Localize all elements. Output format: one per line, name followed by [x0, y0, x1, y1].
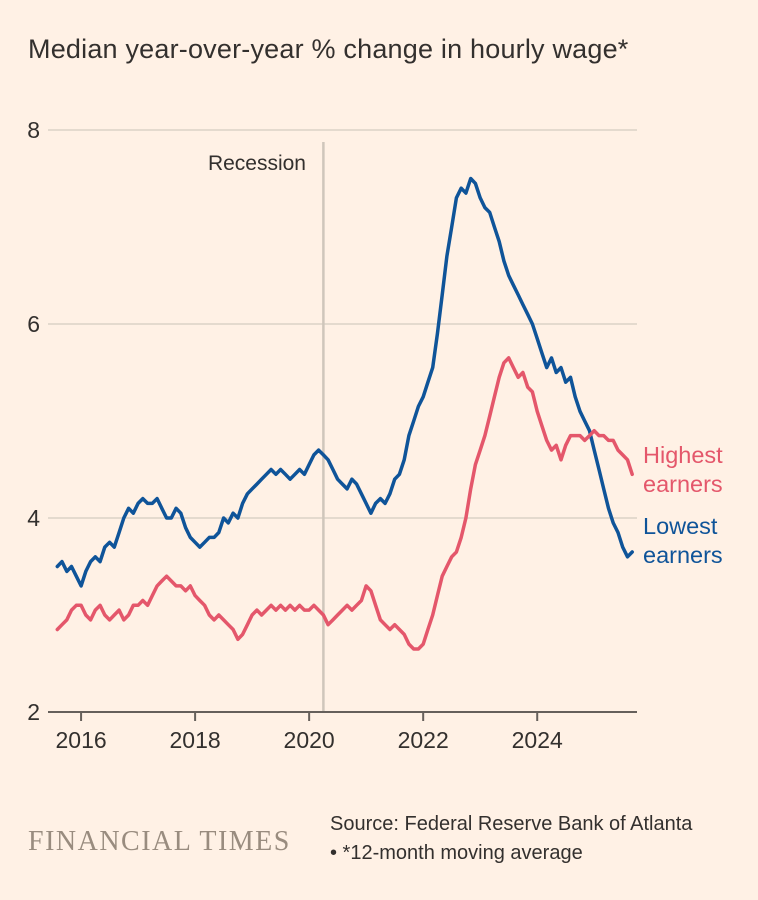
series-line-highest	[55, 356, 634, 651]
y-tick-label: 4	[27, 505, 40, 531]
source-line: Source: Federal Reserve Bank of Atlanta	[330, 813, 693, 835]
recession-annotation: Recession	[207, 152, 306, 175]
x-tick-label: 2020	[284, 727, 335, 753]
legend-highest-earners: Highest earners	[643, 442, 723, 497]
y-tick-label: 8	[27, 117, 40, 143]
footnote-line: • *12-month moving average	[330, 841, 583, 864]
wage-chart-plot: 2 4 6 8 2016 2018 2020 2022 2024	[27, 117, 637, 753]
series-line-lowest	[55, 176, 634, 588]
y-tick-label: 2	[27, 699, 40, 725]
x-tick-label: 2022	[398, 727, 449, 753]
financial-times-logo-text: FINANCIAL TIMES	[28, 826, 291, 857]
chart-title: Median year-over-year % change in hourly…	[28, 34, 629, 64]
legend-lowest-earners: Lowest earners	[643, 513, 723, 568]
y-tick-label: 6	[27, 311, 40, 337]
x-tick-label: 2016	[55, 727, 106, 753]
source-note: Source: Federal Reserve Bank of Atlanta …	[330, 810, 692, 867]
x-tick-label: 2024	[512, 727, 563, 753]
x-tick-label: 2018	[170, 727, 221, 753]
